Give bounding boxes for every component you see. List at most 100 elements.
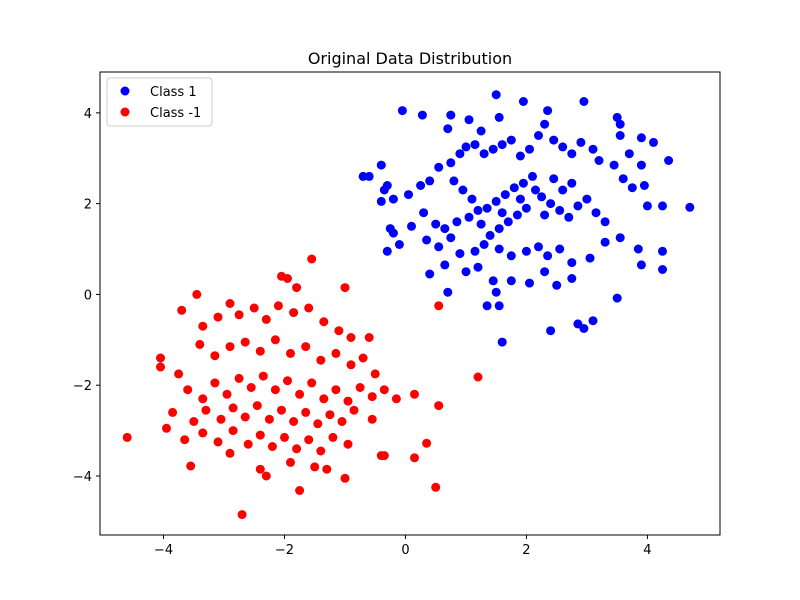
data-point xyxy=(343,439,353,449)
data-point xyxy=(558,142,568,152)
data-point xyxy=(382,246,392,256)
data-point xyxy=(658,201,667,211)
data-point xyxy=(168,407,178,417)
data-point xyxy=(543,251,553,261)
data-point xyxy=(404,190,413,200)
data-point xyxy=(588,144,598,154)
data-point xyxy=(506,251,516,261)
data-point xyxy=(549,135,559,145)
data-point xyxy=(543,106,553,116)
data-point xyxy=(234,373,244,383)
data-point xyxy=(355,383,365,392)
data-point xyxy=(210,351,220,361)
data-point xyxy=(407,221,416,231)
data-point xyxy=(636,133,646,143)
data-point xyxy=(213,312,223,322)
data-point xyxy=(255,430,265,440)
y-tick-label: −4 xyxy=(73,470,92,485)
data-point xyxy=(261,471,271,481)
data-point xyxy=(340,473,350,483)
data-point xyxy=(255,346,265,356)
data-point xyxy=(316,355,326,365)
data-point xyxy=(476,126,486,136)
data-point xyxy=(273,301,283,311)
data-point xyxy=(491,90,501,100)
data-point xyxy=(528,171,537,181)
data-point xyxy=(286,457,295,467)
data-point xyxy=(431,482,441,492)
data-point xyxy=(582,194,592,204)
data-point xyxy=(210,378,220,388)
data-point xyxy=(636,260,646,270)
x-tick-label: 0 xyxy=(401,543,409,558)
data-point xyxy=(346,333,356,342)
data-point xyxy=(494,224,504,234)
data-point xyxy=(594,156,604,165)
data-point xyxy=(549,174,559,184)
x-tick-label: 2 xyxy=(522,543,530,558)
data-point xyxy=(283,274,292,283)
data-point xyxy=(319,394,329,404)
data-point xyxy=(422,438,432,448)
data-point xyxy=(397,106,407,116)
data-point xyxy=(328,432,338,442)
data-point xyxy=(340,283,350,293)
data-point xyxy=(416,181,426,190)
data-point xyxy=(270,385,280,395)
data-point xyxy=(467,194,477,204)
data-point xyxy=(370,369,380,379)
data-point xyxy=(322,464,332,474)
data-point xyxy=(564,212,574,222)
data-point xyxy=(497,140,507,150)
data-point xyxy=(446,233,456,243)
data-point xyxy=(658,246,667,256)
data-point xyxy=(346,360,356,370)
data-point xyxy=(156,353,165,363)
data-point xyxy=(464,212,474,222)
data-point xyxy=(252,401,262,411)
series-class-1 xyxy=(358,90,695,347)
data-point xyxy=(639,181,649,190)
data-point xyxy=(521,203,531,213)
data-point xyxy=(443,124,453,134)
data-point xyxy=(627,183,637,193)
data-point xyxy=(183,385,193,395)
data-point xyxy=(419,208,429,218)
data-point xyxy=(264,414,274,424)
data-point xyxy=(198,394,208,404)
data-point xyxy=(249,303,259,313)
data-point xyxy=(417,110,427,120)
legend-label-class-neg1: Class -1 xyxy=(150,106,201,121)
data-point xyxy=(534,242,543,252)
data-point xyxy=(540,119,550,129)
data-point xyxy=(576,137,586,147)
data-point xyxy=(440,224,450,234)
data-point xyxy=(615,233,625,243)
axes-layer: −4 −2 0 2 4 −4 −2 0 2 4 xyxy=(73,107,652,558)
data-point xyxy=(455,249,465,259)
data-point xyxy=(497,208,507,218)
data-point xyxy=(540,267,550,277)
data-point xyxy=(555,205,565,215)
data-point xyxy=(228,403,238,413)
data-point xyxy=(479,149,489,159)
data-point xyxy=(156,362,165,372)
data-point xyxy=(225,448,235,458)
data-point xyxy=(337,417,347,426)
data-point xyxy=(216,414,226,424)
data-point xyxy=(537,192,547,202)
data-point xyxy=(225,299,235,308)
data-point xyxy=(286,348,295,358)
data-point xyxy=(488,276,498,286)
data-point xyxy=(600,237,610,247)
data-point xyxy=(473,372,483,382)
data-point xyxy=(243,439,253,449)
data-point xyxy=(567,178,577,188)
data-point xyxy=(234,310,244,320)
data-point xyxy=(588,316,598,326)
data-point xyxy=(494,301,504,311)
y-tick-label: 2 xyxy=(84,198,92,213)
series-class-neg1 xyxy=(122,254,483,520)
data-point xyxy=(579,324,589,333)
data-point xyxy=(531,185,540,195)
